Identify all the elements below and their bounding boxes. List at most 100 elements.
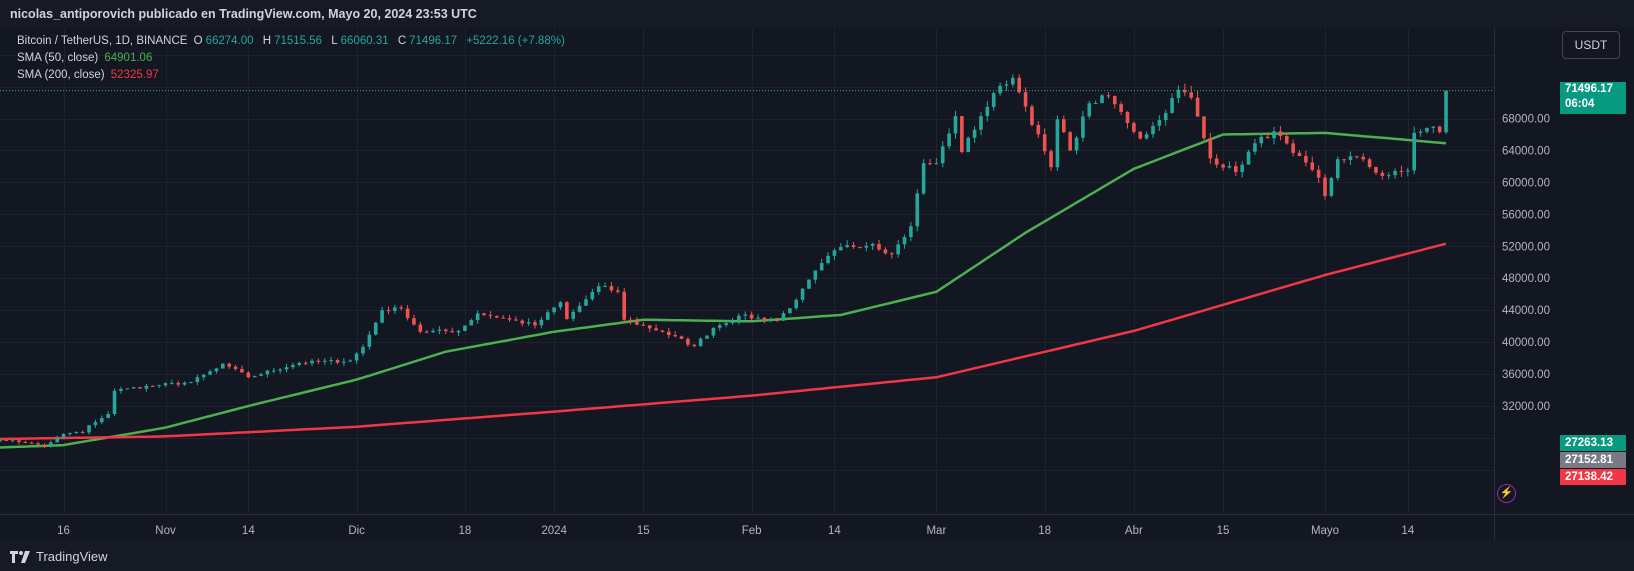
candle-body (794, 299, 799, 309)
candle-body (208, 371, 212, 375)
y-tick-label: 40000.00 (1502, 337, 1550, 349)
candle-body (322, 360, 327, 362)
candle-body (1246, 151, 1251, 165)
candle-body (737, 315, 741, 321)
candle-body (17, 440, 21, 442)
candle-body (717, 325, 722, 328)
candle-body (590, 291, 595, 300)
candle-body (373, 322, 378, 335)
legend-sma200-row[interactable]: SMA (200, close) 52325.97 (17, 67, 568, 84)
candle-body (259, 374, 263, 376)
candle-body (1163, 112, 1168, 121)
candle-body (647, 325, 652, 329)
x-tick-label: 2024 (541, 525, 567, 537)
candle-body (125, 388, 130, 390)
y-tick-label: 60000.00 (1502, 177, 1550, 189)
candle-body (896, 244, 900, 255)
candle-body (539, 319, 544, 326)
candle-body (768, 319, 773, 321)
legend-close-value: 71496.17 (409, 35, 458, 47)
candle-body (163, 383, 168, 386)
candle-body (1214, 158, 1219, 165)
brand-text: TradingView (36, 549, 108, 564)
last-price-tag: 71496.17 06:04 (1560, 82, 1626, 114)
legend-ohlc-row: Bitcoin / TetherUS, 1D, BINANCE O 66274.0… (17, 33, 568, 50)
candle-body (928, 163, 932, 165)
candle-body (412, 318, 416, 325)
legend-sma50-value: 64901.06 (104, 52, 153, 64)
y-tick-label: 32000.00 (1502, 401, 1550, 413)
tradingview-logo[interactable]: TradingView (10, 549, 108, 564)
candle-body (603, 286, 607, 288)
candle-body (558, 302, 563, 308)
candle-body (1418, 131, 1423, 133)
candle-body (673, 335, 677, 337)
candle-body (1112, 96, 1117, 105)
candle-body (985, 106, 990, 117)
candle-body (1272, 131, 1276, 139)
candle-body (475, 313, 480, 321)
x-tick-label: 18 (1038, 525, 1051, 537)
candle-body (1259, 136, 1264, 144)
candle-body (679, 336, 684, 339)
x-tick-label: 14 (1401, 525, 1414, 537)
candle-body (998, 85, 1002, 94)
candle-body (99, 418, 104, 423)
candle-body (1374, 167, 1378, 173)
candle-body (291, 364, 295, 368)
candle-body (195, 377, 200, 383)
candle-body (310, 360, 314, 364)
candle-body (883, 249, 888, 254)
candle-body (1316, 169, 1321, 178)
candle-body (138, 387, 142, 389)
legend-symbol: Bitcoin / TetherUS, 1D, BINANCE (17, 35, 188, 47)
candle-body (756, 317, 760, 319)
candle-body (1393, 170, 1397, 176)
candle-body (864, 245, 869, 248)
legend-close-label: C (397, 35, 407, 47)
candle-body (1049, 151, 1053, 168)
candle-body (297, 362, 302, 365)
last-price-value: 71496.17 (1565, 83, 1613, 95)
candle-body (437, 329, 442, 331)
candle-body (284, 367, 289, 370)
legend-open-label: O (193, 35, 203, 47)
candle-body (577, 305, 582, 312)
currency-button[interactable]: USDT (1562, 31, 1620, 59)
bar-countdown: 06:04 (1565, 98, 1595, 110)
candle-body (10, 440, 15, 442)
candle-body (418, 324, 423, 332)
candle-body (915, 193, 920, 227)
chart-area[interactable]: 32000.00 36000.00 40000.00 44000.00 48000.00… (0, 28, 1634, 540)
candle-body (1023, 92, 1028, 107)
candle-body (902, 237, 907, 245)
candle-body (1412, 132, 1416, 171)
candle-body (851, 245, 856, 247)
candle-body (1425, 127, 1429, 132)
candle-body (361, 346, 365, 354)
candle-body (775, 319, 779, 321)
candle-body (934, 163, 939, 165)
candle-body (1202, 116, 1206, 139)
legend-sma50-row[interactable]: SMA (50, close) 64901.06 (17, 50, 568, 67)
candle-body (482, 313, 486, 316)
candle-body (1355, 156, 1359, 158)
candle-body (1291, 143, 1295, 153)
price-chart[interactable]: 32000.00 36000.00 40000.00 44000.00 48000.00… (0, 28, 1634, 540)
candle-body (845, 245, 849, 248)
candle-body (1144, 134, 1149, 139)
candle-body (335, 360, 340, 363)
lightning-icon[interactable]: ⚡ (1497, 484, 1516, 503)
candle-body (214, 368, 219, 372)
x-tick-label: Nov (155, 525, 176, 537)
candle-body (233, 366, 238, 370)
candle-body (1183, 89, 1187, 93)
candle-body (463, 325, 467, 331)
legend-low-value: 66060.31 (340, 35, 389, 47)
candle-body (348, 360, 353, 362)
candle-body (131, 387, 136, 389)
candle-body (545, 312, 550, 320)
candle-body (921, 163, 926, 194)
candle-body (399, 307, 404, 309)
candle-body (4, 439, 9, 441)
